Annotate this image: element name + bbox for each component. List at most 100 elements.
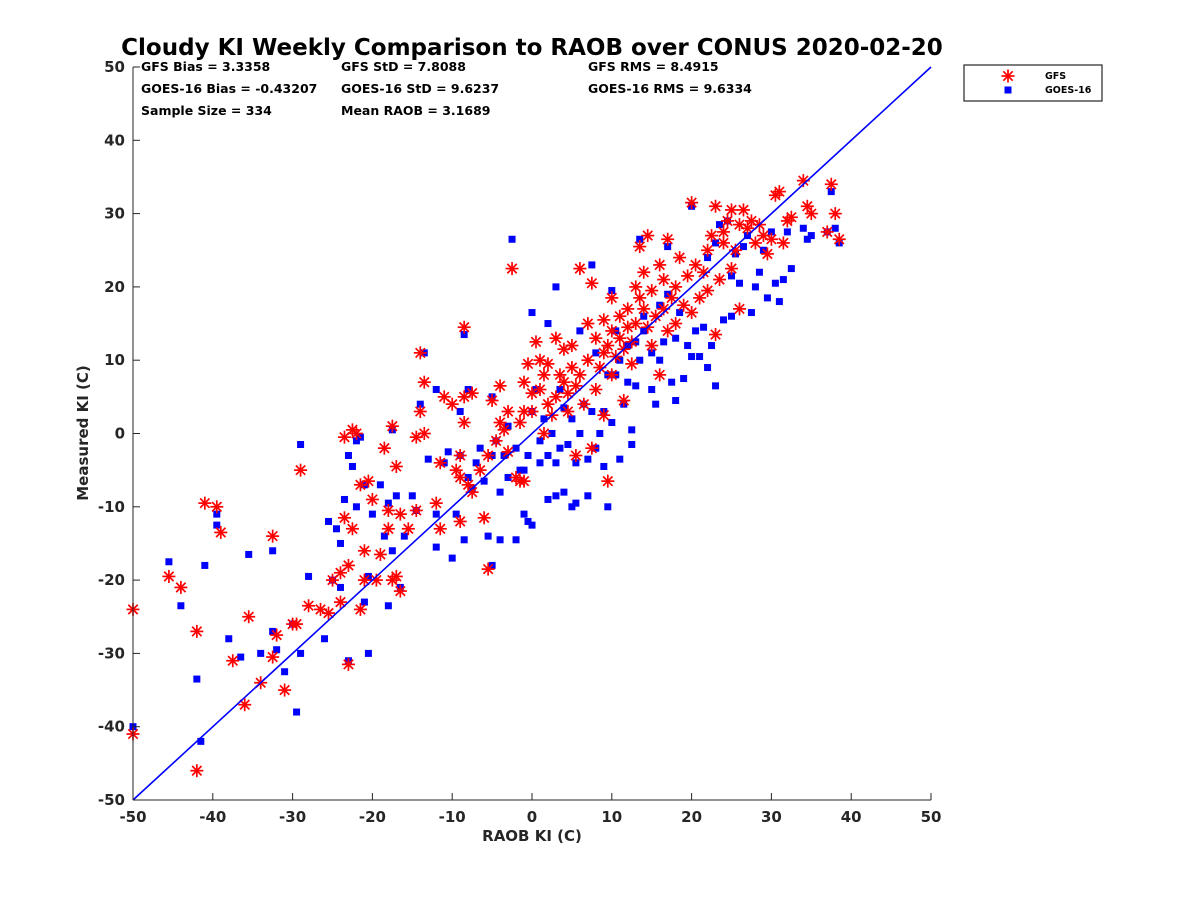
gfs-point [365,492,379,506]
gfs-point [597,408,611,422]
gfs-point [357,544,371,558]
goes16-point [516,466,524,474]
gfs-point [373,547,387,561]
gfs-point [357,573,371,587]
gfs-point [517,375,531,389]
goes16-point [592,349,600,357]
gfs-point [573,262,587,276]
gfs-point [701,243,715,257]
goes16-point [728,312,735,320]
gfs-point [601,339,615,353]
goes16-point [544,451,552,459]
x-tick-label: -40 [199,808,226,826]
gfs-point [266,529,280,543]
goes16-point [576,430,584,437]
gfs-point [541,357,555,371]
gfs-point [725,203,738,217]
goes16-point [540,415,548,423]
goes16-point [696,353,704,361]
goes16-point [588,408,596,416]
gfs-point [633,240,647,254]
legend-goes16-square [1004,86,1012,94]
y-tick-label: 0 [115,425,125,443]
goes16-point [456,408,464,416]
gfs-point [302,599,316,613]
gfs-point [389,569,403,583]
gfs-point [685,306,699,320]
gfs-point [669,280,683,294]
goes16-point [376,481,384,489]
goes16-point [600,462,608,470]
gfs-point [577,397,591,411]
goes16-point [408,492,416,500]
goes16-point [708,342,716,350]
gfs-point [517,474,531,488]
gfs-point [198,496,212,510]
gfs-point [717,225,731,239]
gfs-point [333,566,347,580]
goes16-point [340,495,348,503]
legend-box [963,64,1103,102]
goes16-point [716,221,724,229]
goes16-point [384,602,392,610]
goes16-point [552,492,560,500]
x-tick-label: 50 [921,808,942,826]
goes16-point [496,536,504,544]
y-tick-label: 40 [104,131,125,149]
gfs-point [174,580,188,594]
legend-gfs-marker [1001,69,1015,83]
goes16-point [680,375,688,383]
goes16-point [572,499,580,507]
gfs-point [381,503,395,517]
goes16-point [568,503,576,511]
gfs-point [772,185,786,199]
gfs-point [505,262,519,276]
gfs-point [393,507,407,521]
gfs-point [493,416,507,430]
goes16-point [556,444,564,452]
y-tick-label: -30 [98,644,125,662]
goes16-point [480,477,488,485]
gfs-point [485,394,499,408]
goes16-point [165,558,173,566]
gfs-point [645,284,659,298]
gfs-point [242,610,256,624]
goes16-point [432,510,440,518]
gfs-point [569,448,583,462]
x-tick-label: 40 [841,808,862,826]
goes16-point [755,268,763,276]
goes16-point [368,510,376,518]
gfs-point [721,214,735,228]
gfs-point [349,427,363,440]
goes16-point [464,473,472,481]
goes16-point [452,510,460,518]
goes16-point [269,547,277,555]
gfs-point [341,657,355,671]
goes16-point [704,254,712,262]
goes16-point [548,430,556,437]
stat-sample-size: Sample Size = 334 [141,103,272,118]
gfs-point [784,210,798,224]
gfs-point [453,448,467,462]
gfs-point [776,236,790,250]
stat-goes-bias: GOES-16 Bias = -0.43207 [141,81,317,96]
reference-line [132,66,932,801]
gfs-point [569,379,583,393]
gfs-point [617,394,631,408]
stat-gfs-std: GFS StD = 7.8088 [341,59,466,74]
gfs-point [429,496,443,510]
goes16-point [476,444,484,452]
goes16-point [528,521,536,529]
goes16-point [608,419,616,427]
gfs-point [744,214,758,228]
gfs-point [413,346,427,360]
gfs-point [585,276,599,290]
goes16-point [536,459,544,467]
gfs-point [341,558,355,572]
y-axis-label: Measured KI (C) [74,365,92,501]
x-tick-label: -20 [359,808,386,826]
gfs-point [345,522,359,536]
goes16-point [444,448,452,456]
goes16-point [584,455,592,463]
goes16-point [628,426,636,434]
